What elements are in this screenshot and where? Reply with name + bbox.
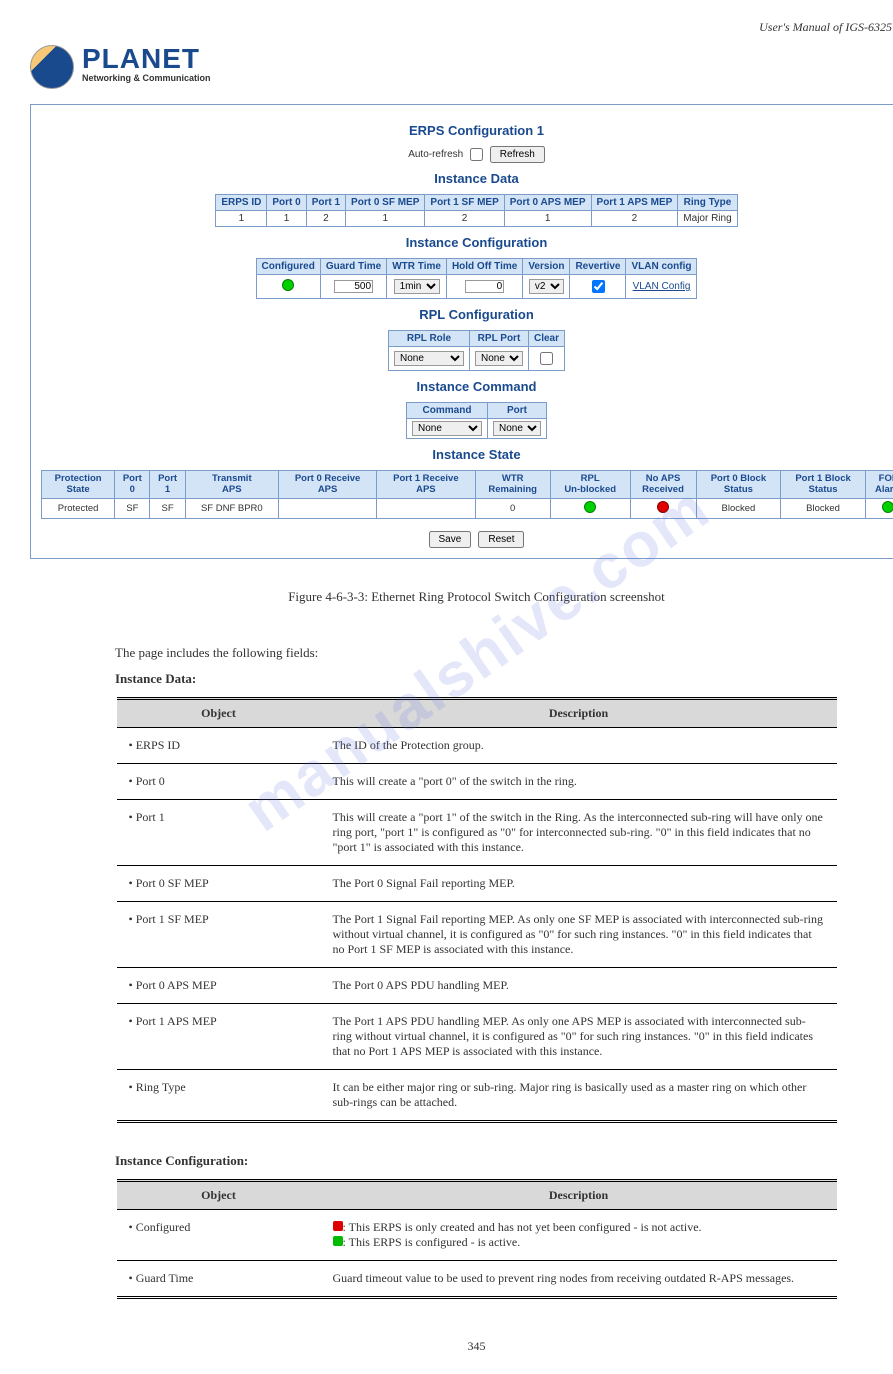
rpl-port-select[interactable]: None <box>475 351 523 366</box>
intro-text: The page includes the following fields: <box>115 645 893 661</box>
doc-header: User's Manual of IGS-6325 series <box>30 20 893 35</box>
instance-data-table: ERPS IDPort 0Port 1Port 0 SF MEPPort 1 S… <box>215 194 737 227</box>
panel-title: ERPS Configuration 1 <box>41 123 893 138</box>
configured-led <box>282 279 294 291</box>
rpl-config-title: RPL Configuration <box>41 307 893 322</box>
command-select[interactable]: None <box>412 421 482 436</box>
instance-config-desc-table: ObjectDescription• Configured: This ERPS… <box>117 1179 837 1299</box>
desc-text: The Port 0 Signal Fail reporting MEP. <box>321 865 837 901</box>
desc-object: • Port 1 APS MEP <box>117 1003 321 1069</box>
desc-text: Guard timeout value to be used to preven… <box>321 1260 837 1297</box>
rpl-config-table: RPL RoleRPL PortClear None None <box>388 330 565 371</box>
table2-title: Instance Configuration: <box>115 1153 893 1169</box>
reset-button[interactable]: Reset <box>478 531 524 548</box>
table1-title: Instance Data: <box>115 671 893 687</box>
logo-name: PLANET <box>82 45 211 73</box>
desc-text: This will create a "port 1" of the switc… <box>321 799 837 865</box>
desc-object: • ERPS ID <box>117 727 321 763</box>
desc-text: The Port 1 Signal Fail reporting MEP. As… <box>321 901 837 967</box>
logo-tagline: Networking & Communication <box>82 73 211 83</box>
rpl-clear-checkbox[interactable] <box>540 352 553 365</box>
erps-panel: ERPS Configuration 1 Auto-refresh Refres… <box>30 104 893 559</box>
page-number: 345 <box>30 1339 893 1354</box>
instance-config-table: ConfiguredGuard TimeWTR TimeHold Off Tim… <box>256 258 698 299</box>
auto-refresh-checkbox[interactable] <box>470 148 483 161</box>
desc-text: The Port 0 APS PDU handling MEP. <box>321 967 837 1003</box>
green-led-icon <box>333 1236 343 1246</box>
desc-text: This will create a "port 0" of the switc… <box>321 763 837 799</box>
desc-object: • Port 1 SF MEP <box>117 901 321 967</box>
save-button[interactable]: Save <box>429 531 472 548</box>
refresh-button[interactable]: Refresh <box>490 146 545 163</box>
planet-logo-icon <box>30 45 74 89</box>
figure-caption: Figure 4-6-3-3: Ethernet Ring Protocol S… <box>30 589 893 605</box>
instance-state-title: Instance State <box>41 447 893 462</box>
desc-text: The ID of the Protection group. <box>321 727 837 763</box>
logo: PLANET Networking & Communication <box>30 45 893 89</box>
command-port-select[interactable]: None <box>493 421 541 436</box>
rpl-role-select[interactable]: None <box>394 351 464 366</box>
instance-config-title: Instance Configuration <box>41 235 893 250</box>
revertive-checkbox[interactable] <box>592 280 605 293</box>
vlan-config-link[interactable]: VLAN Config <box>633 281 691 292</box>
desc-object: • Port 0 <box>117 763 321 799</box>
desc-object: • Guard Time <box>117 1260 321 1297</box>
desc-text: The Port 1 APS PDU handling MEP. As only… <box>321 1003 837 1069</box>
desc-text: It can be either major ring or sub-ring.… <box>321 1069 837 1121</box>
auto-refresh-label: Auto-refresh <box>408 149 463 160</box>
hold-off-input[interactable] <box>465 280 504 293</box>
desc-text: : This ERPS is only created and has not … <box>321 1209 837 1260</box>
status-led <box>882 501 893 513</box>
instance-command-table: CommandPort None None <box>406 402 547 439</box>
wtr-time-select[interactable]: 1min <box>394 279 440 294</box>
status-led <box>657 501 669 513</box>
desc-object: • Ring Type <box>117 1069 321 1121</box>
desc-object: • Port 0 APS MEP <box>117 967 321 1003</box>
instance-data-desc-table: ObjectDescription• ERPS IDThe ID of the … <box>117 697 837 1123</box>
desc-object: • Port 0 SF MEP <box>117 865 321 901</box>
instance-data-title: Instance Data <box>41 171 893 186</box>
guard-time-input[interactable] <box>334 280 373 293</box>
status-led <box>584 501 596 513</box>
instance-command-title: Instance Command <box>41 379 893 394</box>
instance-state-table: ProtectionStatePort0Port1TransmitAPSPort… <box>41 470 893 519</box>
desc-object: • Port 1 <box>117 799 321 865</box>
desc-object: • Configured <box>117 1209 321 1260</box>
version-select[interactable]: v2 <box>529 279 564 294</box>
red-led-icon <box>333 1221 343 1231</box>
